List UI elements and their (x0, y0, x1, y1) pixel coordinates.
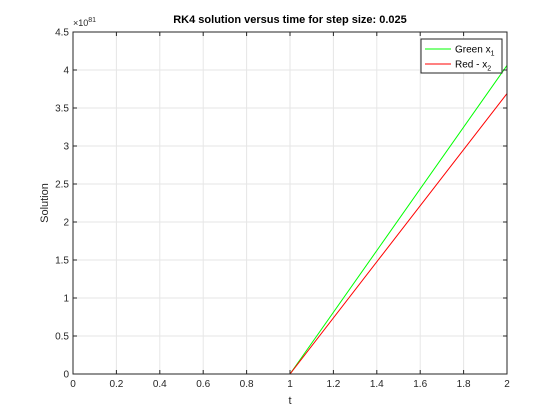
x-tick-label: 1.2 (326, 379, 340, 390)
x-tick-label: 0.4 (153, 379, 167, 390)
y-tick-label: 4 (63, 66, 69, 77)
y-exponent-base: ×10 (73, 18, 88, 28)
legend-label-2: Red - x2 (455, 60, 491, 73)
y-exponent: ×1081 (73, 17, 96, 28)
legend-subscript: 2 (487, 66, 491, 73)
legend-box (420, 38, 503, 74)
y-axis-label: Solution (39, 183, 51, 223)
y-exponent-power: 81 (88, 17, 96, 24)
y-tick-label: 4.5 (55, 28, 69, 39)
y-tick-label: 2.5 (55, 180, 69, 191)
x-tick-label: 0 (70, 379, 76, 390)
x-tick-label: 1.4 (370, 379, 384, 390)
legend-label-1: Green x1 (455, 45, 495, 58)
x-tick-label: 1 (287, 379, 293, 390)
x-tick-label: 0.2 (109, 379, 123, 390)
y-tick-label: 0.5 (55, 332, 69, 343)
chart-title: RK4 solution versus time for step size: … (173, 14, 407, 26)
x-tick-label: 1.8 (457, 379, 471, 390)
y-tick-label: 1.5 (55, 256, 69, 267)
y-tick-label: 3.5 (55, 104, 69, 115)
x-tick-label: 1.6 (413, 379, 427, 390)
legend-subscript: 1 (491, 51, 495, 58)
x-axis-label: t (288, 395, 291, 407)
legend-name: Red - x (455, 60, 487, 71)
x-tick-label: 2 (504, 379, 510, 390)
y-tick-label: 3 (63, 142, 69, 153)
x-tick-label: 0.6 (196, 379, 210, 390)
x-tick-label: 0.8 (240, 379, 254, 390)
ticks: 0 0.2 0.4 0.6 0.8 1 1.2 1.4 1.6 1.8 2 0 0.5 1 1.5 2 2.5 3… (55, 28, 510, 391)
y-tick-label: 2 (63, 218, 69, 229)
y-tick-label: 1 (63, 294, 69, 305)
y-tick-label: 0 (63, 370, 69, 381)
legend-name: Green x (455, 45, 491, 56)
